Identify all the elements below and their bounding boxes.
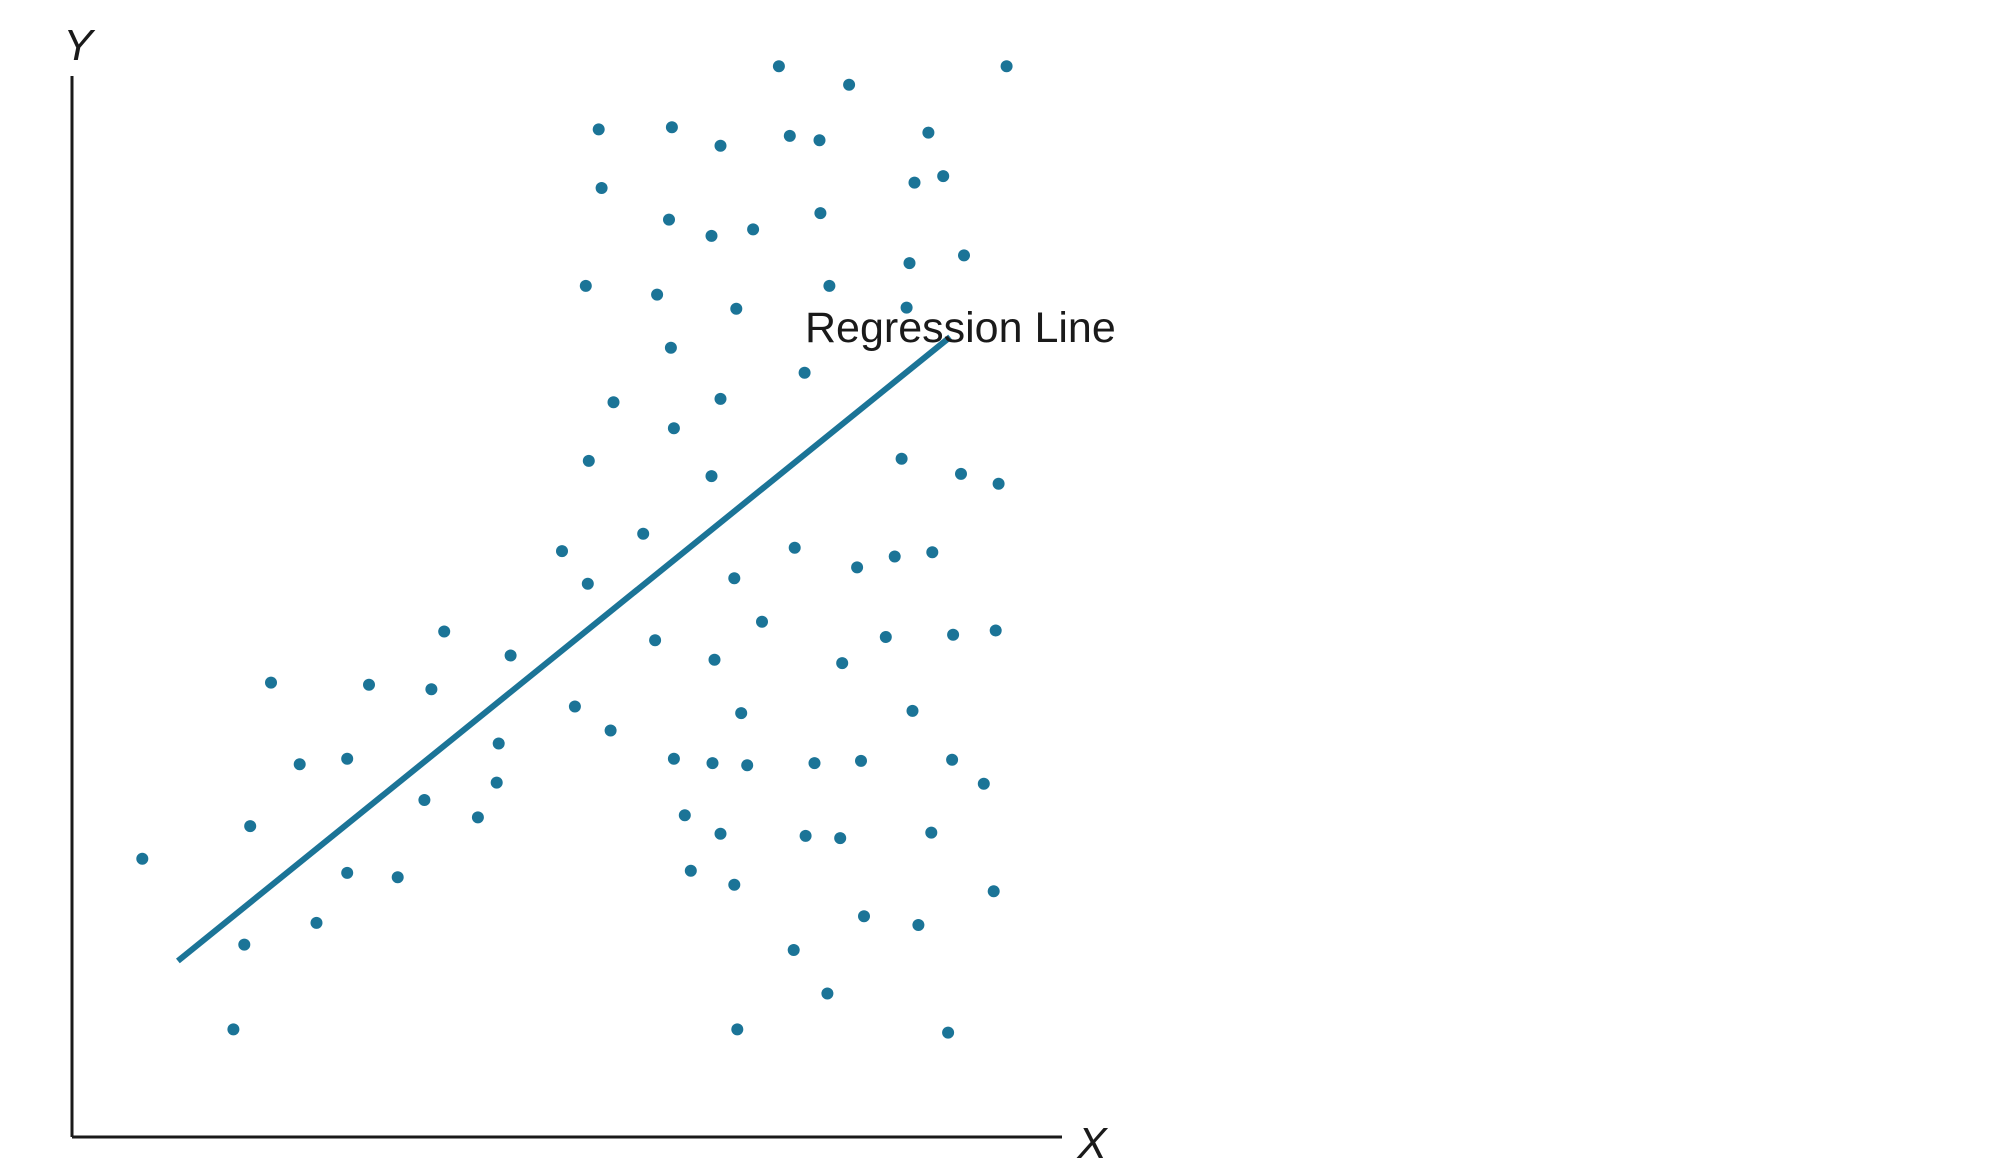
data-point [341, 866, 354, 879]
data-point [756, 615, 768, 628]
data-point [595, 182, 608, 194]
data-point [341, 752, 354, 765]
data-point [581, 577, 594, 590]
data-point [471, 811, 484, 824]
data-point [895, 452, 908, 465]
data-point [813, 134, 826, 147]
x-axis-label: X [1076, 1119, 1108, 1166]
data-point [418, 794, 431, 806]
data-point [947, 628, 960, 641]
data-point [492, 737, 505, 750]
data-point [798, 366, 811, 379]
data-point [490, 776, 503, 789]
data-points [136, 60, 1013, 1039]
data-point [705, 470, 718, 483]
data-point [705, 229, 718, 242]
data-point [604, 724, 617, 737]
data-point [293, 758, 306, 771]
data-point [788, 541, 801, 554]
regression-line-label: Regression Line [805, 304, 1116, 352]
data-point [568, 700, 581, 713]
data-point [888, 550, 901, 563]
data-point [858, 910, 870, 923]
data-point [504, 649, 517, 662]
data-point [714, 827, 727, 840]
data-point [579, 279, 592, 292]
data-point [855, 754, 867, 767]
data-point [783, 129, 796, 142]
data-point [903, 257, 916, 270]
data-point [908, 176, 921, 189]
data-point [714, 392, 727, 405]
data-point [238, 938, 251, 951]
data-point [821, 987, 834, 1000]
data-point [836, 657, 849, 670]
data-point [926, 546, 939, 559]
regression-line [176, 334, 952, 964]
data-point [946, 753, 959, 766]
data-point [227, 1023, 240, 1036]
data-point [136, 852, 149, 865]
data-point [592, 123, 605, 136]
data-point [391, 871, 404, 884]
data-point [787, 944, 800, 956]
data-point [735, 707, 748, 720]
data-point [989, 624, 1002, 637]
data-point [425, 683, 438, 696]
data-point [265, 676, 277, 689]
data-point [310, 916, 323, 929]
data-point [906, 704, 919, 717]
data-point [900, 301, 913, 314]
data-point [663, 213, 675, 226]
data-point [992, 477, 1005, 490]
data-point [714, 139, 727, 152]
data-point [937, 170, 950, 183]
data-point [912, 919, 925, 931]
data-point [706, 757, 719, 770]
data-point [665, 121, 678, 134]
data-point [879, 631, 892, 643]
data-point [730, 302, 743, 315]
data-point [925, 826, 938, 839]
data-point [664, 341, 677, 354]
data-point [772, 60, 785, 73]
data-point [814, 207, 827, 220]
data-point [582, 454, 595, 467]
data-point [843, 78, 856, 91]
data-point [728, 878, 741, 891]
data-point [747, 223, 760, 236]
data-point [851, 561, 864, 574]
data-point [649, 634, 662, 647]
data-point [678, 809, 691, 822]
data-point [684, 864, 697, 877]
data-point [955, 467, 967, 480]
data-point [1000, 60, 1013, 73]
data-point [244, 820, 257, 833]
data-point [438, 625, 451, 638]
data-point [977, 777, 990, 790]
data-point [987, 885, 1000, 898]
data-point [942, 1026, 955, 1039]
data-point [834, 832, 847, 845]
data-point [556, 545, 568, 558]
data-point [708, 653, 721, 666]
y-axis-label: Y [63, 21, 95, 70]
data-point [741, 759, 754, 772]
data-point [637, 527, 650, 540]
data-point [728, 572, 741, 585]
data-point [823, 279, 836, 292]
data-point [922, 126, 935, 139]
data-point [808, 757, 821, 770]
data-point [667, 752, 680, 765]
data-point [731, 1023, 744, 1036]
data-point [651, 288, 664, 301]
data-point [363, 678, 375, 691]
data-point [667, 422, 680, 435]
data-point [958, 249, 970, 262]
data-point [799, 829, 812, 842]
data-point [607, 396, 620, 409]
